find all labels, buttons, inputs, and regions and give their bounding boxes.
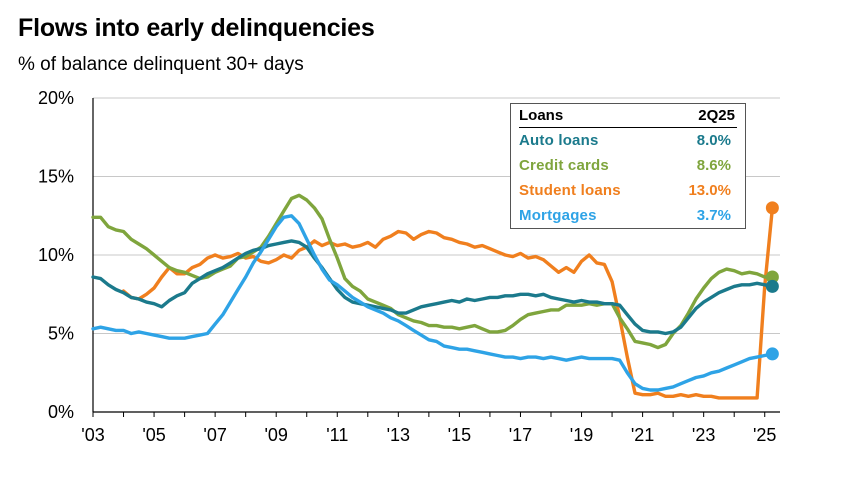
legend-row-auto-loans: Auto loans 8.0%: [519, 128, 737, 153]
y-tick-label: 0%: [48, 402, 74, 422]
series-endpoints: [765, 201, 779, 361]
legend-label: Student loans: [519, 182, 621, 199]
x-tick-label: '17: [509, 425, 532, 445]
legend-header-label: Loans: [519, 107, 564, 124]
series-line-auto-loans: [91, 239, 775, 336]
y-tick-label: 20%: [38, 88, 74, 108]
x-tick-label: '13: [387, 425, 410, 445]
endpoint-dot-mortgages: [765, 347, 779, 361]
x-tick-label: '21: [631, 425, 654, 445]
legend-label: Mortgages: [519, 207, 597, 224]
legend-value: 8.6%: [696, 157, 731, 174]
legend-label: Credit cards: [519, 157, 609, 174]
x-tick-label: '19: [570, 425, 593, 445]
series-line-credit-cards: [91, 193, 775, 350]
legend-row-mortgages: Mortgages 3.7%: [519, 203, 737, 228]
legend-table: Loans 2Q25 Auto loans 8.0% Credit cards …: [510, 103, 746, 229]
legend-value: 3.7%: [696, 207, 731, 224]
legend-row-credit-cards: Credit cards 8.6%: [519, 153, 737, 178]
legend-row-student-loans: Student loans 13.0%: [519, 178, 737, 203]
chart-title: Flows into early delinquencies: [18, 14, 375, 42]
x-tick-label: '09: [264, 425, 287, 445]
x-axis: '03 '05 '07 '09 '11 '13 '15 '17 '19 '21 '23 '25: [81, 98, 780, 445]
chart-subtitle: % of balance delinquent 30+ days: [18, 54, 304, 75]
series-line-student-loans: [121, 206, 775, 400]
legend-value: 8.0%: [696, 132, 731, 149]
x-tick-label: '11: [326, 425, 348, 445]
x-tick-label: '07: [203, 425, 226, 445]
legend-header-period: 2Q25: [698, 107, 735, 124]
endpoint-dot-auto-loans: [765, 279, 779, 293]
y-tick-label: 5%: [48, 324, 74, 344]
endpoint-dot-student-loans: [765, 201, 779, 215]
legend-header: Loans 2Q25: [519, 104, 737, 128]
x-tick-label: '23: [692, 425, 715, 445]
legend-value: 13.0%: [688, 182, 731, 199]
y-axis-ticks: 0% 5% 10% 15% 20%: [38, 88, 74, 422]
series-line-mortgages: [91, 214, 775, 392]
legend-label: Auto loans: [519, 132, 599, 149]
x-tick-label: '15: [448, 425, 471, 445]
y-tick-label: 15%: [38, 167, 74, 187]
x-tick-label: '25: [753, 425, 776, 445]
series-lines: [91, 193, 775, 400]
y-tick-label: 10%: [38, 245, 74, 265]
x-tick-label: '03: [81, 425, 104, 445]
endpoint-dot-credit-cards: [765, 270, 779, 284]
x-tick-label: '05: [142, 425, 165, 445]
